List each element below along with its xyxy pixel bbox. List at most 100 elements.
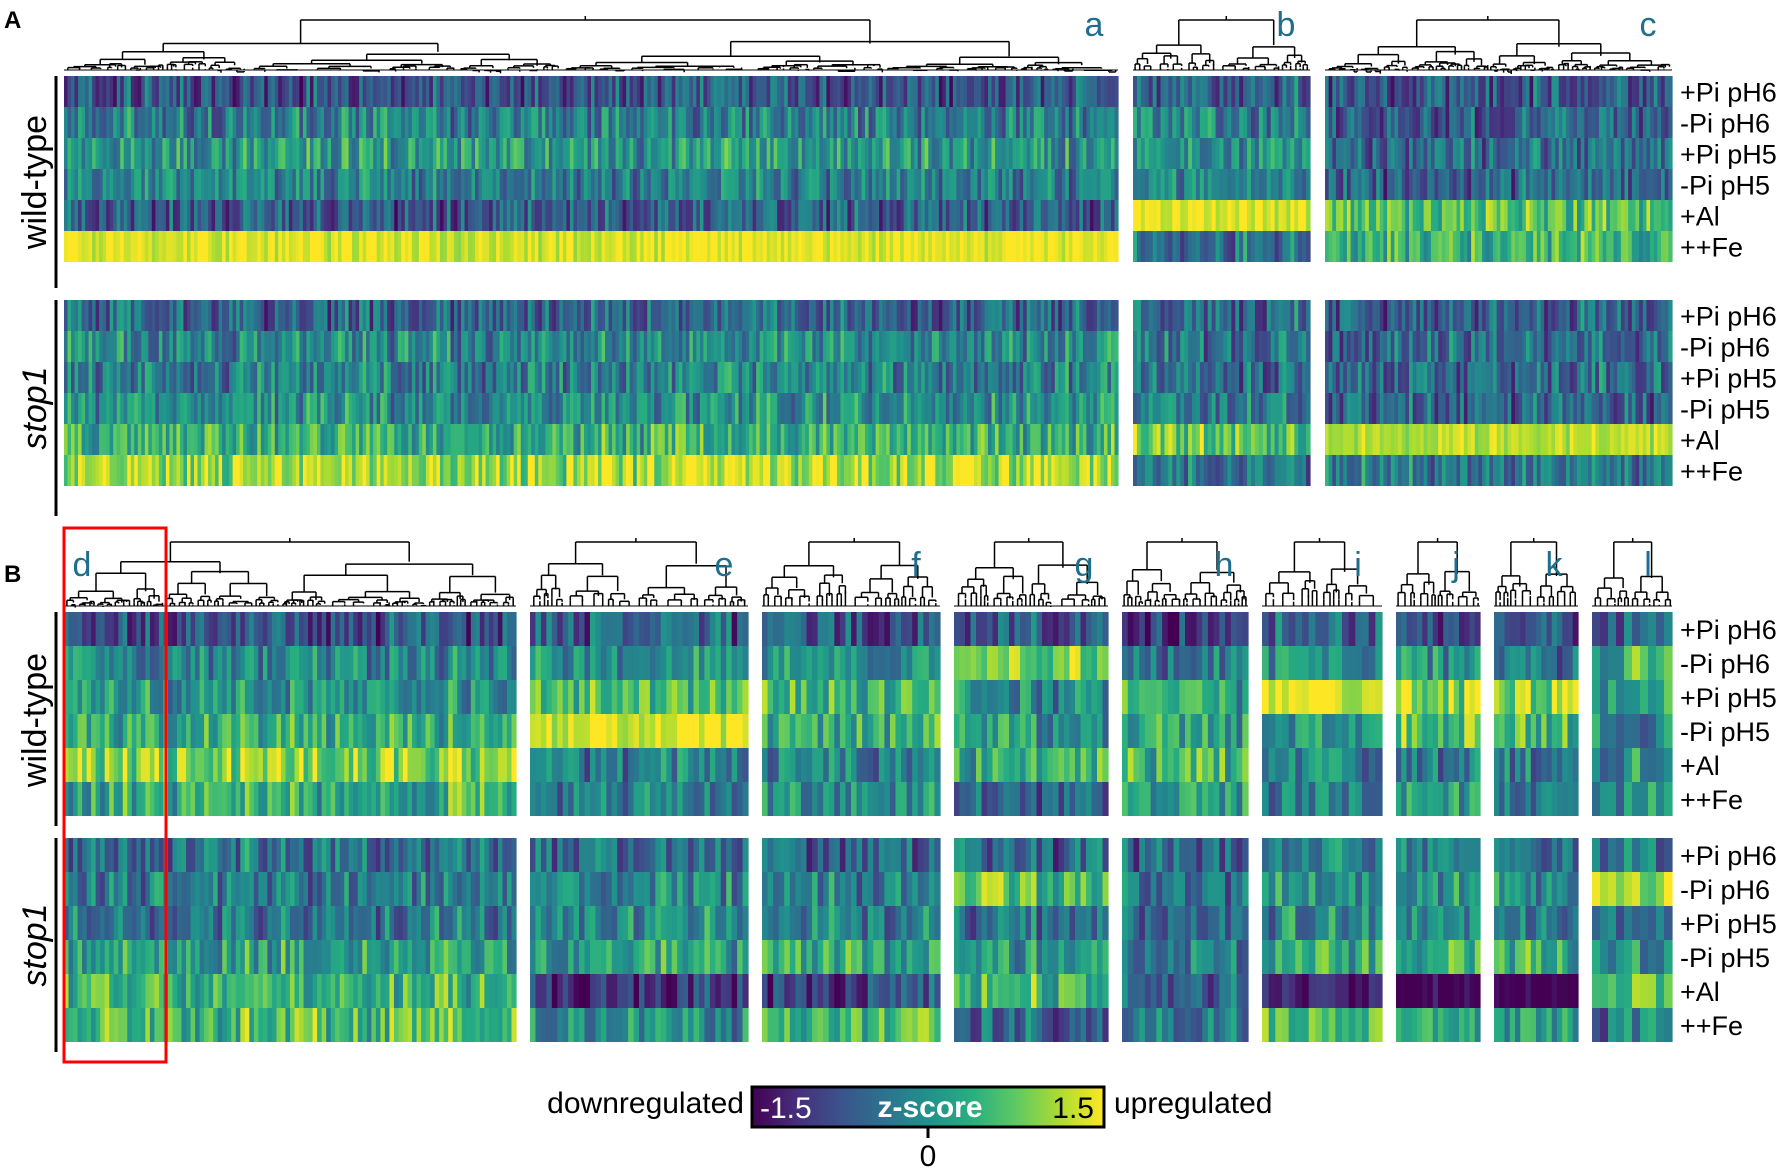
heatmap-cell: [1460, 76, 1465, 107]
heatmap-cell: [313, 76, 318, 107]
heatmap-cell: [1207, 331, 1213, 362]
heatmap-cell: [450, 231, 455, 262]
heatmap-cell: [980, 424, 986, 455]
heatmap-cell: [643, 169, 648, 200]
heatmap-cell: [1140, 424, 1146, 455]
heatmap-cell: [446, 331, 452, 362]
heatmap-cell: [1058, 393, 1063, 424]
heatmap-cell: [299, 138, 304, 169]
heatmap-cell: [970, 331, 975, 362]
heatmap-cell: [193, 76, 199, 107]
heatmap-cell: [685, 231, 690, 262]
heatmap-cell: [218, 362, 223, 393]
heatmap-cell: [914, 424, 919, 455]
heatmap-cell: [805, 76, 810, 107]
heatmap-cell: [137, 200, 142, 231]
heatmap-cell: [640, 362, 645, 393]
heatmap-cell: [1079, 231, 1084, 262]
heatmap-cell: [682, 362, 687, 393]
heatmap-cell: [1365, 331, 1370, 362]
heatmap-cell: [1551, 76, 1556, 107]
heatmap-cell: [791, 393, 796, 424]
heatmap-cell: [552, 76, 557, 107]
heatmap-cell: [366, 424, 371, 455]
heatmap-cell: [780, 76, 785, 107]
heatmap-cell: [165, 393, 170, 424]
heatmap-cell: [1012, 200, 1017, 231]
heatmap-cell: [1082, 362, 1087, 393]
heatmap-cell: [808, 455, 813, 486]
heatmap-cell: [791, 200, 796, 231]
heatmap-cell: [833, 231, 838, 262]
heatmap-cell: [1082, 169, 1087, 200]
heatmap-cell: [120, 300, 125, 331]
heatmap-cell: [380, 138, 385, 169]
heatmap-cell: [155, 393, 160, 424]
heatmap-cell: [664, 424, 669, 455]
heatmap-cell: [1235, 200, 1240, 231]
heatmap-cell: [636, 424, 641, 455]
heatmap-cell: [1456, 231, 1461, 262]
heatmap-cell: [963, 169, 968, 200]
heatmap-cell: [608, 107, 613, 138]
heatmap-cell: [457, 169, 462, 200]
heatmap-cell: [1635, 107, 1640, 138]
heatmap-cell: [1002, 200, 1007, 231]
heatmap-cell: [134, 200, 139, 231]
heatmap-cell: [229, 300, 234, 331]
heatmap-cell: [759, 231, 764, 262]
heatmap-cell: [316, 200, 322, 231]
heatmap-cell: [966, 138, 972, 169]
heatmap-cell: [1518, 138, 1523, 169]
heatmap-cell: [106, 424, 111, 455]
heatmap-cell: [387, 424, 392, 455]
heatmap-cell: [1172, 138, 1177, 169]
heatmap-cell: [559, 424, 564, 455]
heatmap-cell: [1657, 76, 1662, 107]
heatmap-cell: [1133, 231, 1138, 262]
heatmap-cell: [601, 200, 606, 231]
heatmap-cell: [186, 169, 192, 200]
heatmap-cell: [1168, 362, 1173, 393]
heatmap-cell: [169, 362, 174, 393]
heatmap-cell: [1653, 200, 1658, 231]
heatmap-cell: [573, 231, 578, 262]
heatmap-cell: [1620, 331, 1626, 362]
heatmap-cell: [900, 76, 905, 107]
heatmap-cell: [373, 138, 378, 169]
heatmap-cell: [316, 362, 322, 393]
heatmap-cell: [858, 424, 863, 455]
heatmap-cell: [1383, 107, 1388, 138]
heatmap-cell: [1033, 331, 1038, 362]
heatmap-cell: [685, 300, 690, 331]
heatmap-cell: [404, 107, 409, 138]
heatmap-cell: [907, 138, 912, 169]
heatmap-cell: [931, 76, 936, 107]
heatmap-cell: [900, 107, 905, 138]
heatmap-cell: [1547, 200, 1553, 231]
heatmap-cell: [218, 231, 223, 262]
heatmap-cell: [1160, 393, 1166, 424]
heatmap-cell: [1573, 200, 1578, 231]
heatmap-cell: [1577, 300, 1582, 331]
heatmap-cell: [503, 76, 508, 107]
heatmap-cell: [1016, 200, 1021, 231]
heatmap-cell: [1650, 331, 1655, 362]
heatmap-cell: [373, 331, 378, 362]
heatmap-cell: [74, 300, 79, 331]
heatmap-cell: [106, 231, 111, 262]
heatmap-cell: [872, 455, 877, 486]
heatmap-cell: [485, 300, 490, 331]
heatmap-cell: [496, 331, 501, 362]
heatmap-cell: [1339, 169, 1344, 200]
heatmap-cell: [1547, 362, 1553, 393]
heatmap-cell: [429, 393, 434, 424]
heatmap-cell: [169, 393, 174, 424]
heatmap-cell: [668, 362, 673, 393]
heatmap-cell: [211, 362, 216, 393]
heatmap-cell: [397, 76, 402, 107]
heatmap-cell: [612, 393, 617, 424]
heatmap-cell: [562, 200, 567, 231]
heatmap-cell: [917, 424, 922, 455]
heatmap-cell: [1558, 331, 1564, 362]
